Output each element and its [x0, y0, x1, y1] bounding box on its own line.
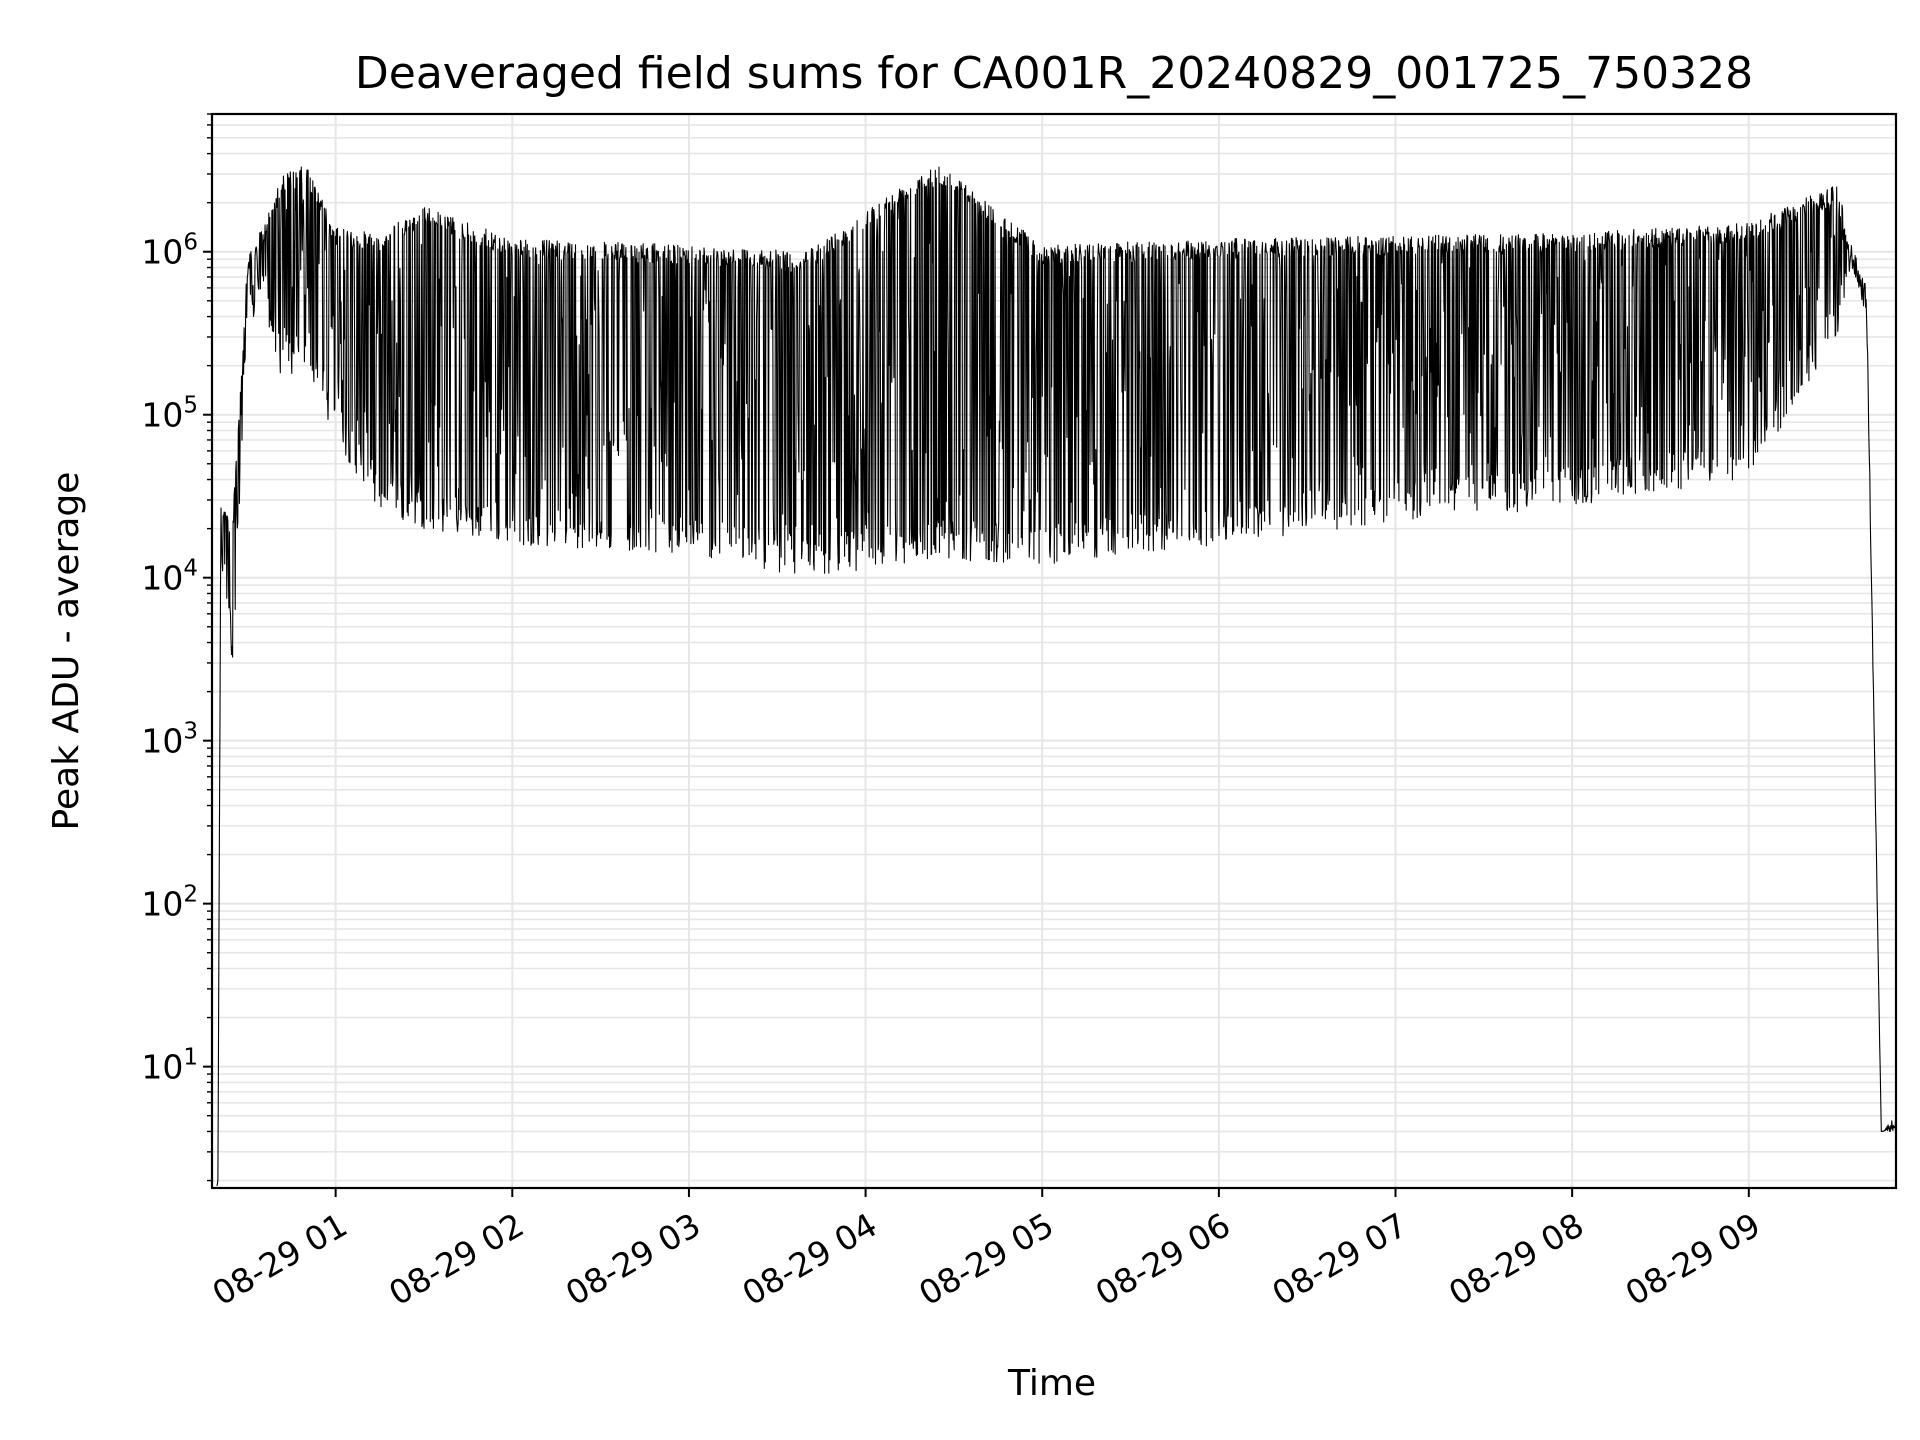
- x-axis-title: Time: [1007, 1363, 1096, 1404]
- chart-title: Deaveraged field sums for CA001R_2024082…: [355, 48, 1753, 99]
- x-tick-label: 08-29 07: [1266, 1205, 1414, 1313]
- x-tick-label: 08-29 09: [1619, 1205, 1767, 1313]
- y-tick-label: 101: [141, 1045, 198, 1087]
- x-tick-label: 08-29 01: [206, 1205, 354, 1313]
- x-tick-label: 08-29 03: [559, 1205, 707, 1313]
- y-tick-label: 105: [141, 393, 198, 435]
- x-axis: 08-29 01 08-29 02 08-29 03 08-29 04 08-29 05…: [206, 1188, 1767, 1313]
- series-line-path: [216, 166, 1897, 1187]
- x-tick-label: 08-29 05: [912, 1205, 1060, 1313]
- y-tick-label: 106: [141, 230, 198, 272]
- y-tick-label: 104: [141, 556, 198, 598]
- x-tick-label: 08-29 02: [382, 1205, 530, 1313]
- x-tick-label: 08-29 08: [1442, 1205, 1590, 1313]
- x-tick-label: 08-29 06: [1089, 1205, 1237, 1313]
- y-tick-label: 103: [141, 719, 198, 761]
- y-axis-title: Peak ADU - average: [46, 472, 87, 831]
- plot-frame: [210, 112, 1898, 1190]
- y-tick-label: 102: [141, 882, 198, 924]
- series-line: [216, 166, 1897, 1187]
- y-axis: 101 102 103 104 105 106: [141, 113, 212, 1182]
- x-tick-label: 08-29 04: [736, 1205, 884, 1313]
